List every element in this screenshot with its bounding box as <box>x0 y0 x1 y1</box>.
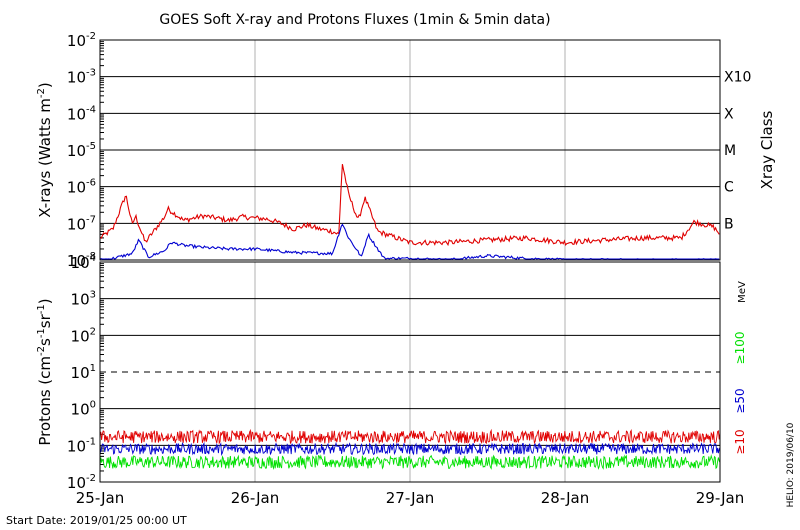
chart-title: GOES Soft X-ray and Protons Fluxes (1min… <box>159 12 550 28</box>
proton-legend-label: ≥10 <box>733 429 747 454</box>
proton-series-line <box>99 428 721 445</box>
xray-ytick-label: 10-2 <box>67 31 96 50</box>
proton-y-axis-label: Protons (cm-2s-1sr-1) <box>36 298 54 445</box>
xray-class-label: M <box>724 143 736 159</box>
start-date-label: Start Date: 2019/01/25 00:00 UT <box>6 514 187 527</box>
x-tick-label: 27-Jan <box>386 489 434 507</box>
proton-legend-label: ≥100 <box>733 332 747 365</box>
xray-class-label: C <box>724 180 734 196</box>
xray-class-labels: X10 X M C B <box>724 70 751 233</box>
x-tick-label: 25-Jan <box>76 489 124 507</box>
proton-ytick-label: 104 <box>71 253 96 272</box>
xray-gridlines <box>100 40 720 260</box>
xray-panel: 10-2 10-3 10-4 10-5 10-6 10-7 10-8 X10 X M C B X-r… <box>36 31 776 270</box>
proton-panel-frame <box>99 261 721 483</box>
proton-series-line <box>99 454 721 470</box>
proton-legend: ≥10 ≥50 ≥100 <box>733 332 747 455</box>
xray-panel-frame <box>99 39 721 261</box>
xray-ytick-label: 10-7 <box>67 214 96 233</box>
xray-class-label: X <box>724 106 734 122</box>
proton-panel: 104 103 102 101 100 10-1 10-2 Protons (cm-2s-1… <box>36 253 748 492</box>
xray-y-axis-label: X-rays (Watts m-2) <box>36 82 54 217</box>
proton-ytick-label: 10-2 <box>67 473 96 492</box>
xray-class-label: B <box>724 216 734 232</box>
xray-series <box>99 163 720 260</box>
xray-ytick-label: 10-8 <box>67 251 96 270</box>
xray-ytick-label: 10-4 <box>67 104 96 123</box>
xray-long-wave-line <box>99 163 720 247</box>
proton-legend-label: ≥50 <box>733 388 747 413</box>
proton-series-line <box>99 441 721 456</box>
proton-ytick-label: 102 <box>71 326 96 345</box>
xray-class-axis-label: Xray Class <box>758 110 776 189</box>
x-tick-label: 28-Jan <box>541 489 589 507</box>
xray-ytick-label: 10-5 <box>67 141 96 160</box>
mev-unit-label: MeV <box>737 281 748 303</box>
proton-ytick-label: 103 <box>71 290 96 309</box>
x-tick-labels: 25-Jan 26-Jan 27-Jan 28-Jan 29-Jan <box>76 489 744 507</box>
x-tick-label: 26-Jan <box>231 489 279 507</box>
proton-ytick-label: 100 <box>71 400 96 419</box>
xray-ytick-label: 10-6 <box>67 178 96 197</box>
xray-ytick-labels: 10-2 10-3 10-4 10-5 10-6 10-7 10-8 <box>67 31 96 270</box>
helio-credit-label: HELIO: 2019/06/10 <box>786 422 796 507</box>
xray-class-label: X10 <box>724 70 751 86</box>
proton-series <box>99 428 721 470</box>
xray-short-wave-line <box>99 223 720 260</box>
proton-ytick-label: 10-1 <box>67 436 96 455</box>
x-tick-label: 29-Jan <box>696 489 744 507</box>
proton-ytick-labels: 104 103 102 101 100 10-1 10-2 <box>67 253 96 492</box>
xray-ytick-label: 10-3 <box>67 68 96 87</box>
proton-ytick-label: 101 <box>71 363 96 382</box>
